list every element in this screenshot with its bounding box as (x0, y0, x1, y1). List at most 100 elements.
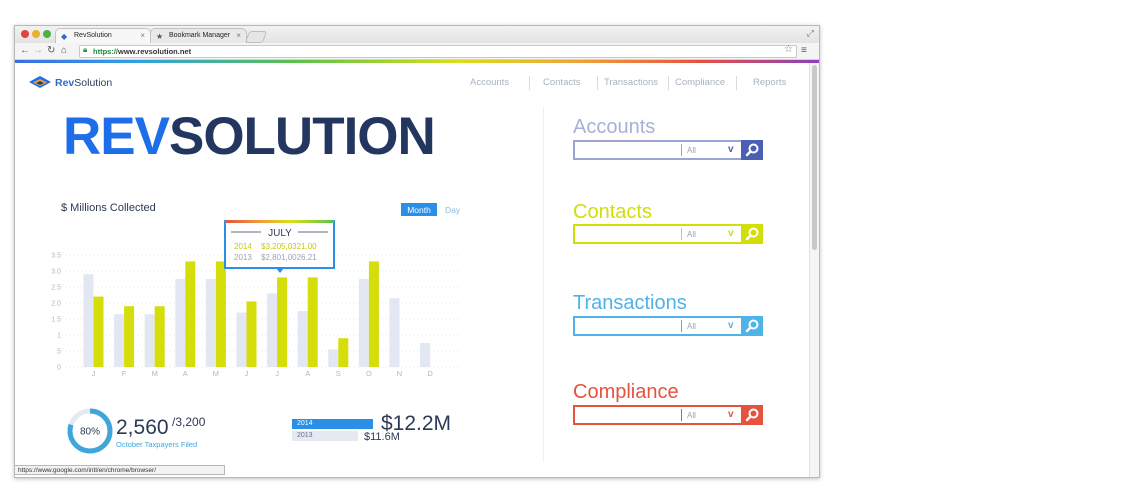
bar-2013-m[interactable] (144, 314, 155, 367)
compliance-search-title: Compliance (573, 381, 679, 403)
july-tooltip: JULY 2014 $3,205,0321.00 2013 $2,801,002… (224, 220, 335, 273)
bar-2013-m[interactable] (205, 279, 216, 367)
amount-2014: $12.2M (381, 412, 452, 435)
x-tick-label: A (183, 369, 188, 378)
minimize-window-icon[interactable] (32, 30, 40, 38)
select-divider (681, 320, 682, 332)
x-tick-label: O (366, 369, 372, 378)
bar-2014-j[interactable] (246, 301, 257, 367)
close-window-icon[interactable] (21, 30, 29, 38)
x-tick-label: A (305, 369, 310, 378)
page-content: RevSolution Accounts Contacts Transactio… (15, 63, 809, 477)
chevron-down-icon[interactable]: v (728, 228, 734, 239)
bar-2013-j[interactable] (83, 274, 94, 367)
chevron-down-icon[interactable]: v (728, 409, 734, 420)
y-tick-label: 2.5 (51, 285, 61, 292)
maximize-window-icon[interactable] (43, 30, 51, 38)
tab-strip: ◆ RevSolution × ★ Bookmark Manager × ⤢ (15, 26, 819, 43)
bar-2014-s[interactable] (338, 338, 349, 367)
nav-divider (529, 76, 530, 90)
tab-revsolution[interactable]: ◆ RevSolution × (55, 28, 151, 43)
filed-count: 2,560 (116, 416, 169, 439)
fullscreen-icon[interactable]: ⤢ (806, 28, 814, 38)
bar-2014-f[interactable] (124, 306, 135, 367)
bar-2014-o[interactable] (368, 261, 379, 367)
contacts-search-title: Contacts (573, 201, 652, 223)
accounts-search-button[interactable] (741, 140, 763, 160)
bar-2013-d[interactable] (420, 343, 431, 367)
bar-2013-o[interactable] (358, 279, 369, 367)
x-tick-label: M (152, 369, 158, 378)
back-icon[interactable]: ← (20, 45, 30, 56)
compliance-filter-select[interactable]: All (687, 411, 696, 420)
bar-2013-j[interactable] (236, 312, 247, 367)
compliance-search-box[interactable]: All v (573, 405, 763, 425)
chevron-down-icon[interactable]: v (728, 144, 734, 155)
menu-icon[interactable]: ≡ (801, 45, 807, 56)
scrollbar-thumb[interactable] (812, 65, 817, 250)
star-icon: ★ (156, 32, 164, 41)
search-icon (745, 143, 759, 157)
accounts-filter-select[interactable]: All (687, 146, 696, 155)
bar-2014-a[interactable] (307, 277, 318, 367)
chevron-down-icon[interactable]: v (728, 320, 734, 331)
tab-bookmark-manager[interactable]: ★ Bookmark Manager × (150, 28, 247, 43)
contacts-search-box[interactable]: All v (573, 224, 763, 244)
bar-2014-j[interactable] (93, 296, 104, 367)
hero-title: REVSOLUTION (63, 107, 436, 166)
bar-2013-n[interactable] (389, 298, 400, 367)
bar-2014-m[interactable] (154, 306, 165, 367)
close-tab-icon[interactable]: × (236, 31, 241, 40)
bar-2013-f[interactable] (114, 314, 125, 367)
tooltip-title: JULY (268, 228, 292, 239)
bar-2014-j[interactable] (277, 277, 288, 367)
revsolution-logo-icon[interactable] (29, 76, 51, 90)
vertical-scrollbar[interactable] (809, 63, 819, 477)
home-icon[interactable]: ⌂ (61, 45, 68, 56)
revsolution-favicon-icon: ◆ (61, 32, 68, 41)
nav-transactions[interactable]: Transactions (604, 77, 659, 88)
reload-icon[interactable]: ↻ (47, 45, 56, 56)
y-tick-label: 3.5 (51, 253, 61, 260)
tab-label: RevSolution (74, 32, 112, 39)
nav-reports[interactable]: Reports (753, 77, 787, 88)
nav-compliance[interactable]: Compliance (675, 77, 726, 88)
nav-divider (597, 76, 598, 90)
new-tab-button[interactable] (244, 31, 268, 43)
y-tick-label: 0 (57, 365, 61, 372)
filed-total: /3,200 (172, 415, 206, 429)
x-tick-label: D (427, 369, 433, 378)
accounts-search-title: Accounts (573, 116, 656, 138)
close-tab-icon[interactable]: × (140, 31, 145, 40)
x-tick-label: J (92, 369, 96, 378)
nav-contacts[interactable]: Contacts (543, 77, 581, 88)
filed-progress-donut: 80% (67, 408, 113, 454)
month-toggle-button[interactable] (401, 203, 437, 216)
y-tick-label: 1.5 (51, 317, 61, 324)
collections-chart: $ Millions Collected Month Day 0 .5 1 1.5 2.… (51, 202, 461, 378)
address-bar[interactable]: 🔒︎ https://www.revsolution.net ☆ (79, 44, 797, 58)
bar-2013-a[interactable] (297, 311, 308, 367)
day-toggle-button[interactable]: Day (445, 205, 461, 215)
contacts-search-button[interactable] (741, 224, 763, 244)
bar-2013-j[interactable] (267, 293, 278, 367)
accounts-search-box[interactable]: All v (573, 140, 763, 160)
bar-2013-s[interactable] (328, 349, 339, 367)
transactions-search-button[interactable] (741, 316, 763, 336)
transactions-filter-select[interactable]: All (687, 322, 696, 331)
bar-2014-a[interactable] (185, 261, 196, 367)
nav-accounts[interactable]: Accounts (470, 77, 510, 88)
select-divider (681, 144, 682, 156)
forward-icon[interactable]: → (33, 45, 43, 56)
amount-2013: $11.6M (364, 431, 400, 443)
status-bar-url: https://www.google.com/intl/en/chrome/br… (14, 465, 225, 475)
bookmark-star-icon[interactable]: ☆ (784, 44, 793, 55)
x-tick-label: M (213, 369, 219, 378)
site-logo[interactable]: RevSolution (55, 77, 113, 89)
bar-2013-a[interactable] (175, 279, 186, 367)
transactions-search-box[interactable]: All v (573, 316, 763, 336)
contacts-filter-select[interactable]: All (687, 230, 696, 239)
bar-2014-m[interactable] (215, 261, 226, 367)
x-tick-label: F (122, 369, 127, 378)
compliance-search-button[interactable] (741, 405, 763, 425)
